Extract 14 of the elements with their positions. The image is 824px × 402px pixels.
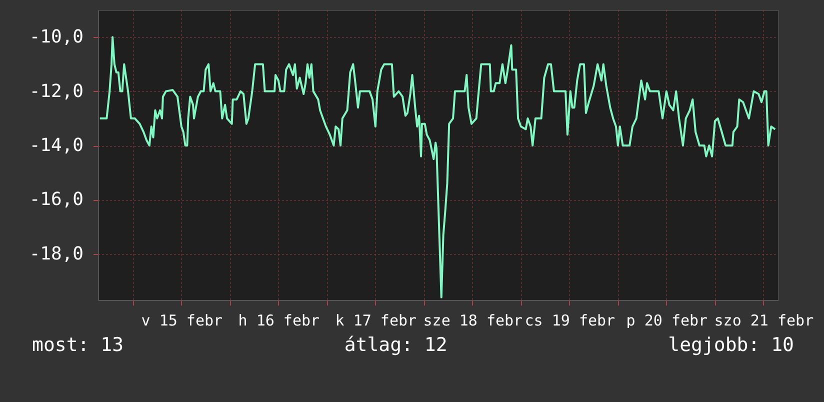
x-tick-label: v 15 febr — [141, 312, 223, 330]
text: átlag: 12 — [344, 334, 448, 356]
text: legjobb: 10 — [668, 334, 794, 356]
y-tick-label: -18,0 — [29, 243, 84, 264]
x-tick-label: cs 19 febr — [524, 312, 616, 330]
y-tick-label: -12,0 — [29, 80, 84, 102]
y-tick-label: -16,0 — [29, 189, 84, 210]
x-tick-label: szo 21 febr — [714, 312, 814, 330]
x-tick-label: h 16 febr — [238, 312, 320, 330]
x-tick-label: k 17 febr — [335, 312, 417, 330]
x-tick-label: sze 18 febr — [423, 312, 523, 330]
y-tick-label: -14,0 — [29, 135, 84, 156]
text: most: 13 — [32, 334, 124, 356]
y-tick-label: -10,0 — [29, 26, 84, 48]
